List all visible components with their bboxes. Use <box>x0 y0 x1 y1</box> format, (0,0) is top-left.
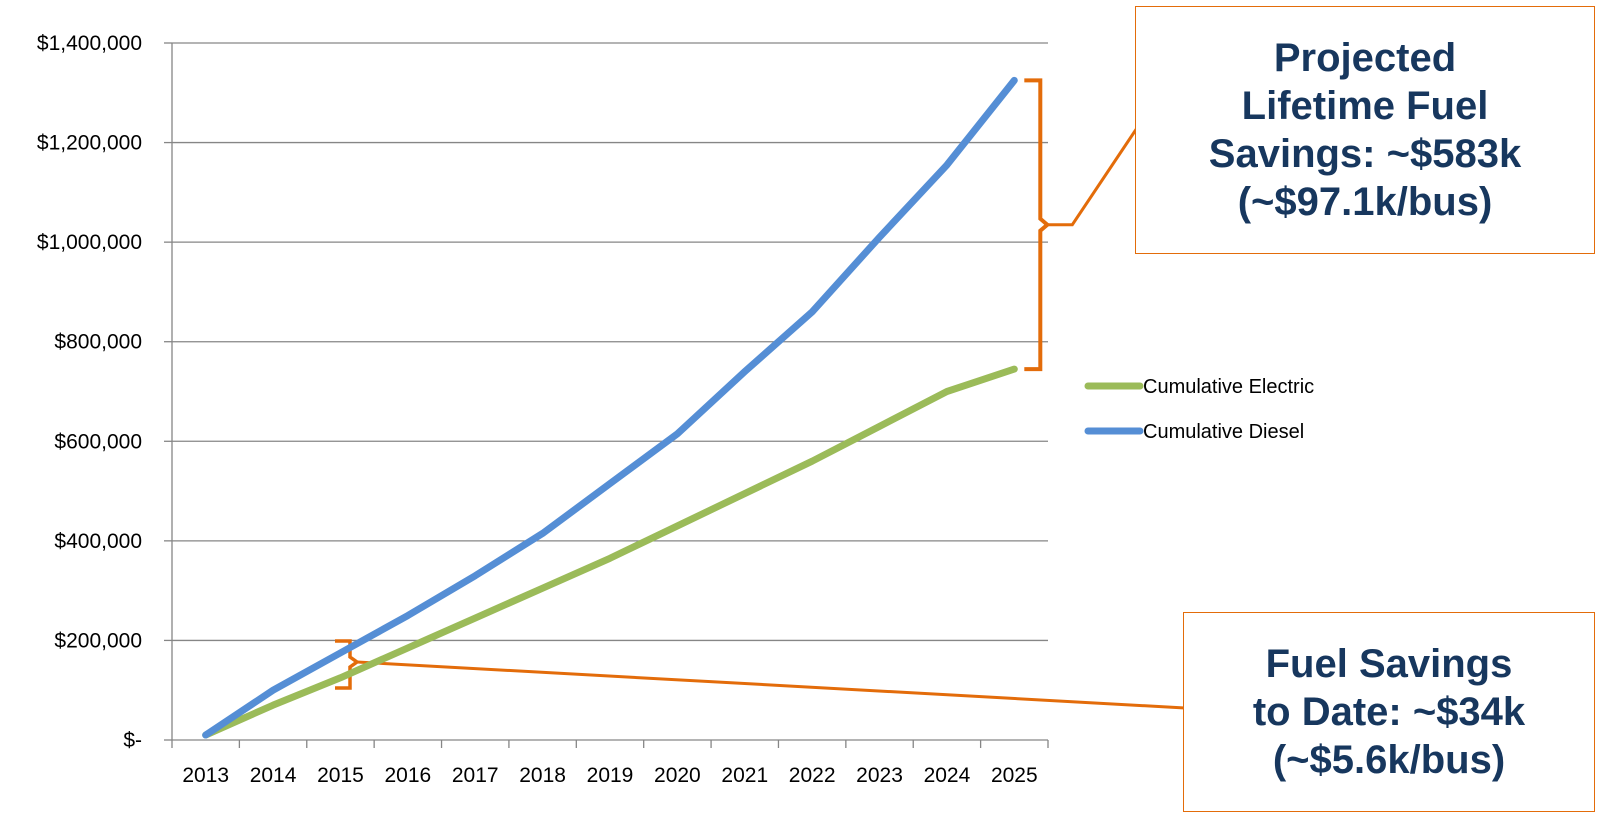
y-tick-label: $- <box>123 729 142 752</box>
lifetime-savings-line-4: (~$97.1k/bus) <box>1237 180 1493 224</box>
y-tick-label: $1,400,000 <box>37 32 142 55</box>
x-tick-label: 2013 <box>182 764 229 787</box>
y-tick-label: $200,000 <box>54 629 142 652</box>
x-tick-label: 2024 <box>924 764 971 787</box>
lifetime-savings-bracket <box>1024 78 1051 372</box>
x-tick-label: 2018 <box>519 764 566 787</box>
x-tick-label: 2025 <box>991 764 1038 787</box>
lifetime-savings-line-2: Lifetime Fuel <box>1241 84 1489 128</box>
lifetime-savings-line-3: Savings: ~$583k <box>1208 132 1522 176</box>
to-date-savings-callout: Fuel Savings to Date: ~$34k (~$5.6k/bus) <box>1183 612 1595 812</box>
y-tick-label: $1,200,000 <box>37 132 142 155</box>
savings-brackets <box>335 78 1186 710</box>
y-tick-labels: $- $200,000 $400,000 $600,000 $800,000 $1,000… <box>37 32 142 752</box>
x-tick-labels: 2013 2014 2015 2016 2017 2018 2019 2020 2021 2022… <box>182 764 1037 787</box>
x-tick-label: 2014 <box>250 764 297 787</box>
x-tick-label: 2021 <box>721 764 768 787</box>
lifetime-savings-leader-line <box>1047 127 1139 227</box>
series-line-electric <box>202 365 1018 739</box>
x-tick-label: 2020 <box>654 764 701 787</box>
to-date-savings-line-1: Fuel Savings <box>1265 642 1513 686</box>
series-line-diesel <box>202 76 1018 739</box>
y-tick-label: $600,000 <box>54 430 142 453</box>
to-date-savings-leader-line <box>356 660 1186 710</box>
legend: Cumulative Electric Cumulative Diesel <box>1084 376 1314 443</box>
lifetime-savings-callout: Projected Lifetime Fuel Savings: ~$583k … <box>1135 6 1595 254</box>
gridlines <box>172 42 1048 642</box>
x-tick-label: 2023 <box>856 764 903 787</box>
y-tick-label: $1,000,000 <box>37 231 142 254</box>
y-tick-label: $400,000 <box>54 530 142 553</box>
data-series <box>202 76 1018 739</box>
lifetime-savings-line-1: Projected <box>1273 36 1457 80</box>
x-tick-label: 2022 <box>789 764 836 787</box>
x-tick-label: 2019 <box>587 764 634 787</box>
x-tick-label: 2015 <box>317 764 364 787</box>
axes <box>164 42 1049 748</box>
x-tick-label: 2017 <box>452 764 499 787</box>
legend-label: Cumulative Electric <box>1143 376 1314 398</box>
y-tick-label: $800,000 <box>54 331 142 354</box>
to-date-savings-line-3: (~$5.6k/bus) <box>1272 738 1506 782</box>
to-date-savings-line-2: to Date: ~$34k <box>1252 690 1526 734</box>
legend-label: Cumulative Diesel <box>1143 421 1304 443</box>
x-tick-label: 2016 <box>384 764 431 787</box>
